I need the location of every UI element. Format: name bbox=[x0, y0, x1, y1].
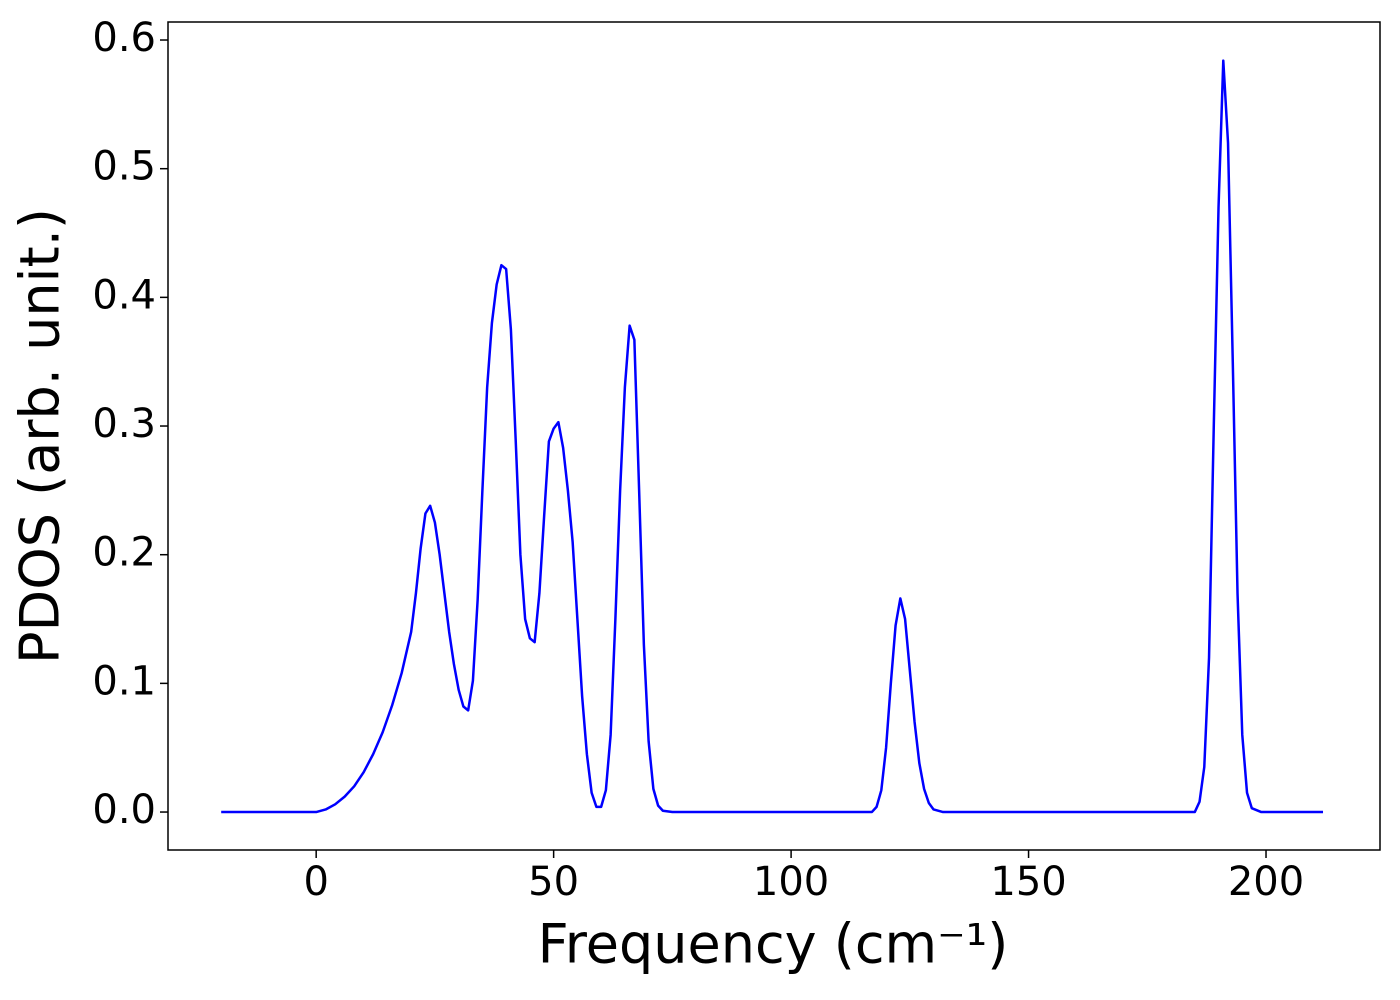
x-tick-label: 150 bbox=[990, 859, 1066, 905]
y-axis-label: PDOS (arb. unit.) bbox=[9, 208, 72, 664]
plot-frame bbox=[167, 21, 1381, 851]
x-tick-label: 0 bbox=[303, 859, 328, 905]
y-tick-label: 0.4 bbox=[92, 272, 156, 318]
y-tick-label: 0.0 bbox=[92, 787, 156, 833]
y-tick-label: 0.1 bbox=[92, 658, 156, 704]
x-tick-label: 100 bbox=[753, 859, 829, 905]
line-series bbox=[221, 59, 1324, 814]
y-tick-label: 0.6 bbox=[92, 15, 156, 61]
x-axis-label: Frequency (cm⁻¹) bbox=[538, 913, 1009, 976]
x-tick-label: 50 bbox=[528, 859, 579, 905]
x-tick-label: 200 bbox=[1228, 859, 1304, 905]
y-tick-label: 0.5 bbox=[92, 144, 156, 190]
y-tick-label: 0.3 bbox=[92, 401, 156, 447]
y-tick-label: 0.2 bbox=[92, 530, 156, 576]
